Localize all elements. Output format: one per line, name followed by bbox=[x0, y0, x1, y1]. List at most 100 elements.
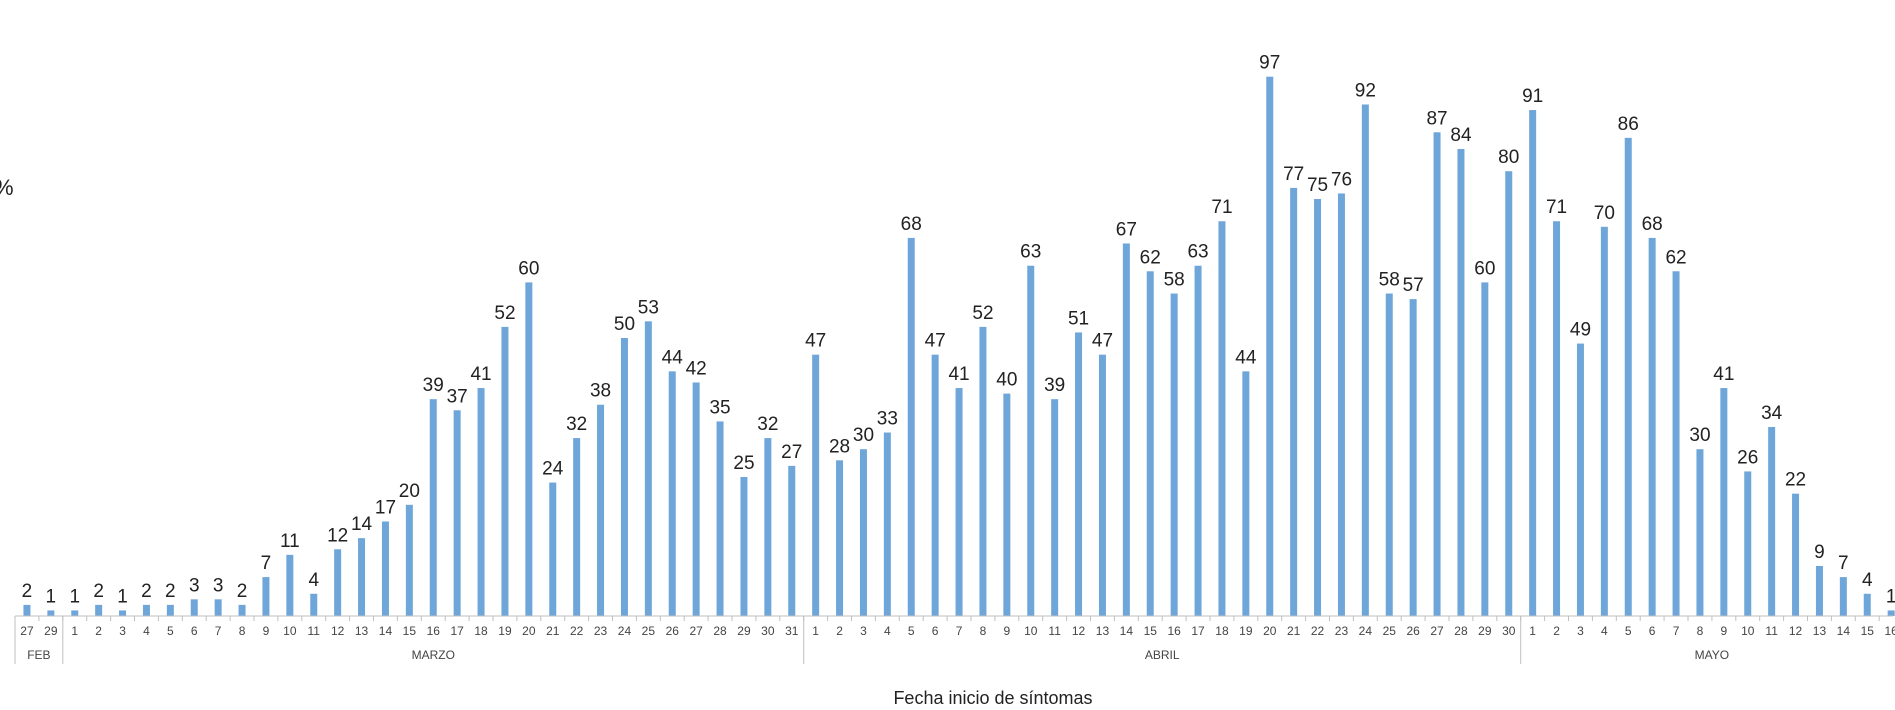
data-label: 80 bbox=[1498, 147, 1519, 168]
bar bbox=[764, 438, 771, 616]
x-tick-label: 15 bbox=[1144, 624, 1158, 638]
bar bbox=[1290, 188, 1297, 616]
x-tick-labels-group: 27 29 1 2 3 4 5 6 7 8 9 10 11 12 13 14 15 16 17 18 19 20 21 22 2… bbox=[15, 616, 1895, 638]
data-label: 70 bbox=[1594, 203, 1615, 224]
bar bbox=[262, 577, 269, 616]
data-label: 14 bbox=[351, 514, 373, 535]
month-label: ABRIL bbox=[1145, 648, 1180, 662]
bar bbox=[1816, 566, 1823, 616]
data-label: 86 bbox=[1618, 114, 1639, 135]
x-tick-label: 14 bbox=[1837, 624, 1851, 638]
x-tick-label: 27 bbox=[1430, 624, 1444, 638]
bar bbox=[932, 355, 939, 616]
x-tick-label: 16 bbox=[1884, 624, 1895, 638]
x-tick-label: 27 bbox=[20, 624, 34, 638]
data-label: 60 bbox=[1474, 258, 1495, 279]
data-label: 39 bbox=[1044, 375, 1065, 396]
bar bbox=[406, 505, 413, 616]
x-tick-label: 20 bbox=[1263, 624, 1277, 638]
x-tick-label: 2 bbox=[1553, 624, 1560, 638]
data-label: 58 bbox=[1379, 270, 1400, 291]
data-label: 7 bbox=[1838, 553, 1849, 574]
x-tick-label: 24 bbox=[1359, 624, 1373, 638]
data-label: 26 bbox=[1737, 447, 1758, 468]
x-tick-label: 28 bbox=[713, 624, 727, 638]
bar bbox=[1720, 388, 1727, 616]
x-tick-label: 1 bbox=[812, 624, 819, 638]
data-label: 49 bbox=[1570, 320, 1591, 341]
x-tick-label: 2 bbox=[836, 624, 843, 638]
x-tick-label: 29 bbox=[737, 624, 751, 638]
data-label: 67 bbox=[1116, 219, 1137, 240]
x-tick-label: 15 bbox=[1861, 624, 1875, 638]
data-label: 87 bbox=[1426, 108, 1447, 129]
bar bbox=[1673, 271, 1680, 616]
bars-group bbox=[23, 77, 1894, 616]
data-label: 2 bbox=[165, 581, 176, 602]
bar bbox=[788, 466, 795, 616]
x-tick-label: 11 bbox=[1765, 624, 1778, 638]
data-label: 24 bbox=[542, 459, 564, 480]
data-label: 50 bbox=[614, 314, 635, 335]
bar bbox=[1266, 77, 1273, 616]
data-label: 68 bbox=[1642, 214, 1663, 235]
bar bbox=[95, 605, 102, 616]
x-tick-label: 14 bbox=[379, 624, 393, 638]
bar bbox=[286, 555, 293, 616]
data-label: 1 bbox=[1886, 586, 1895, 607]
x-tick-label: 6 bbox=[932, 624, 939, 638]
x-tick-label: 25 bbox=[1383, 624, 1397, 638]
data-label: 68 bbox=[901, 214, 922, 235]
bar bbox=[1099, 355, 1106, 616]
data-label: 9 bbox=[1814, 542, 1825, 563]
x-tick-label: 5 bbox=[908, 624, 915, 638]
x-tick-label: 18 bbox=[474, 624, 488, 638]
bar bbox=[454, 410, 461, 616]
bar bbox=[1505, 171, 1512, 616]
bar bbox=[884, 433, 891, 616]
data-label: 41 bbox=[1713, 364, 1734, 385]
bar bbox=[669, 371, 676, 616]
x-tick-label: 22 bbox=[1311, 624, 1325, 638]
data-label: 58 bbox=[1164, 270, 1185, 291]
bar bbox=[1338, 193, 1345, 616]
month-label: MARZO bbox=[412, 648, 455, 662]
month-label: FEB bbox=[27, 648, 50, 662]
bar bbox=[239, 605, 246, 616]
bar bbox=[1123, 243, 1130, 616]
x-tick-label: 12 bbox=[331, 624, 345, 638]
x-tick-label: 4 bbox=[1601, 624, 1608, 638]
bar bbox=[1003, 394, 1010, 616]
x-tick-label: 30 bbox=[1502, 624, 1516, 638]
x-tick-label: 10 bbox=[1741, 624, 1755, 638]
bar bbox=[1601, 227, 1608, 616]
bar bbox=[310, 594, 317, 616]
bar bbox=[191, 599, 198, 616]
data-label: 52 bbox=[494, 303, 515, 324]
x-tick-label: 3 bbox=[860, 624, 867, 638]
bar bbox=[1027, 266, 1034, 616]
bar bbox=[573, 438, 580, 616]
x-tick-label: 12 bbox=[1789, 624, 1803, 638]
x-tick-label: 1 bbox=[1529, 624, 1536, 638]
bar bbox=[1314, 199, 1321, 616]
data-label: 20 bbox=[399, 481, 420, 502]
bar bbox=[71, 610, 78, 616]
bar bbox=[1434, 132, 1441, 616]
bar bbox=[1218, 221, 1225, 616]
x-tick-label: 23 bbox=[1335, 624, 1349, 638]
bar bbox=[1792, 494, 1799, 616]
x-tick-label: 31 bbox=[785, 624, 799, 638]
x-tick-label: 8 bbox=[1697, 624, 1704, 638]
bar bbox=[1195, 266, 1202, 616]
x-tick-label: 14 bbox=[1120, 624, 1134, 638]
x-tick-label: 13 bbox=[1096, 624, 1110, 638]
data-label: 30 bbox=[1689, 425, 1710, 446]
bar bbox=[1386, 294, 1393, 616]
data-label: 4 bbox=[1862, 570, 1873, 591]
data-label: 38 bbox=[590, 381, 611, 402]
data-label: 37 bbox=[447, 386, 468, 407]
data-label: 30 bbox=[853, 425, 874, 446]
data-label: 57 bbox=[1403, 275, 1424, 296]
bar bbox=[1362, 104, 1369, 616]
